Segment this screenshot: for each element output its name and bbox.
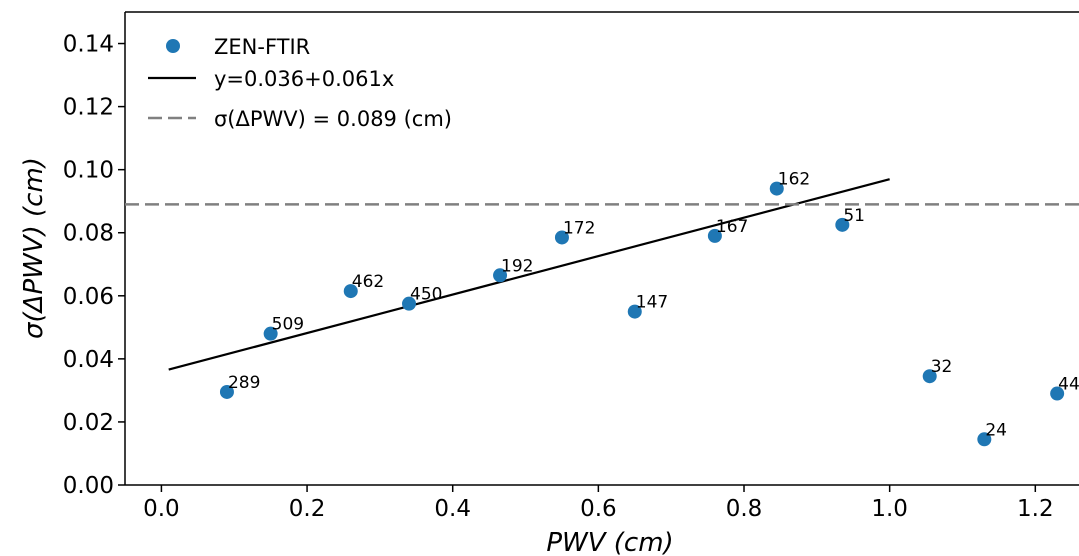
x-tick-label: 1.0 xyxy=(871,496,908,522)
x-axis-label: PWV (cm) xyxy=(546,528,673,556)
data-point-label: 32 xyxy=(931,357,953,377)
x-tick-label: 0.6 xyxy=(580,496,617,522)
legend: ZEN-FTIR y=0.036+0.061x σ(ΔPWV) = 0.089 (c… xyxy=(148,35,452,131)
data-point xyxy=(219,384,234,399)
data-point-label: 162 xyxy=(778,170,810,190)
point-labels: 289 509 462 450 192 172 147 167 162 51 32 24 44 xyxy=(228,170,1079,441)
y-tick-label: 0.10 xyxy=(63,158,114,184)
data-point xyxy=(402,296,417,311)
data-point xyxy=(263,326,278,341)
y-tick-label: 0.00 xyxy=(63,473,114,499)
y-axis-label: σ(ΔPWV) (cm) xyxy=(19,157,49,339)
x-tick-label: 1.2 xyxy=(1017,496,1054,522)
data-point xyxy=(707,228,722,243)
data-point-label: 289 xyxy=(228,373,260,393)
y-tick-label: 0.12 xyxy=(63,95,114,121)
data-point-label: 167 xyxy=(716,217,748,237)
data-point-label: 24 xyxy=(985,420,1007,440)
y-tick-label: 0.04 xyxy=(63,347,114,373)
y-tick-label: 0.14 xyxy=(63,32,114,58)
data-point-label: 192 xyxy=(501,256,533,276)
data-point xyxy=(1050,386,1065,401)
y-tick-label: 0.08 xyxy=(63,221,114,247)
data-point xyxy=(627,304,642,319)
axes: 0.0 0.2 0.4 0.6 0.8 1.0 1.2 0.00 0.02 0.04 0.06 0.0… xyxy=(63,11,1079,522)
data-point-label: 462 xyxy=(352,272,384,292)
plot-area xyxy=(125,178,1079,447)
data-point xyxy=(769,181,784,196)
legend-label: y=0.036+0.061x xyxy=(214,67,394,91)
x-tick-label: 0.4 xyxy=(434,496,471,522)
data-point xyxy=(343,284,358,299)
x-tick-label: 0.8 xyxy=(726,496,763,522)
data-point-label: 450 xyxy=(410,285,442,305)
fit-line xyxy=(168,178,890,371)
data-point xyxy=(554,230,569,245)
data-point-label: 147 xyxy=(636,293,668,313)
x-tick-label: 0.0 xyxy=(143,496,180,522)
data-point xyxy=(977,432,992,447)
data-point-label: 51 xyxy=(843,206,865,226)
data-point xyxy=(922,369,937,384)
data-point-label: 172 xyxy=(563,218,595,238)
x-tick-label: 0.2 xyxy=(289,496,326,522)
data-point xyxy=(835,217,850,232)
legend-marker-scatter xyxy=(166,39,180,53)
data-point-label: 44 xyxy=(1058,375,1079,395)
legend-label: σ(ΔPWV) = 0.089 (cm) xyxy=(214,107,452,131)
data-point xyxy=(493,268,508,283)
data-point-label: 509 xyxy=(272,315,304,335)
legend-label: ZEN-FTIR xyxy=(214,35,310,59)
y-tick-label: 0.06 xyxy=(63,284,114,310)
y-tick-label: 0.02 xyxy=(63,410,114,436)
